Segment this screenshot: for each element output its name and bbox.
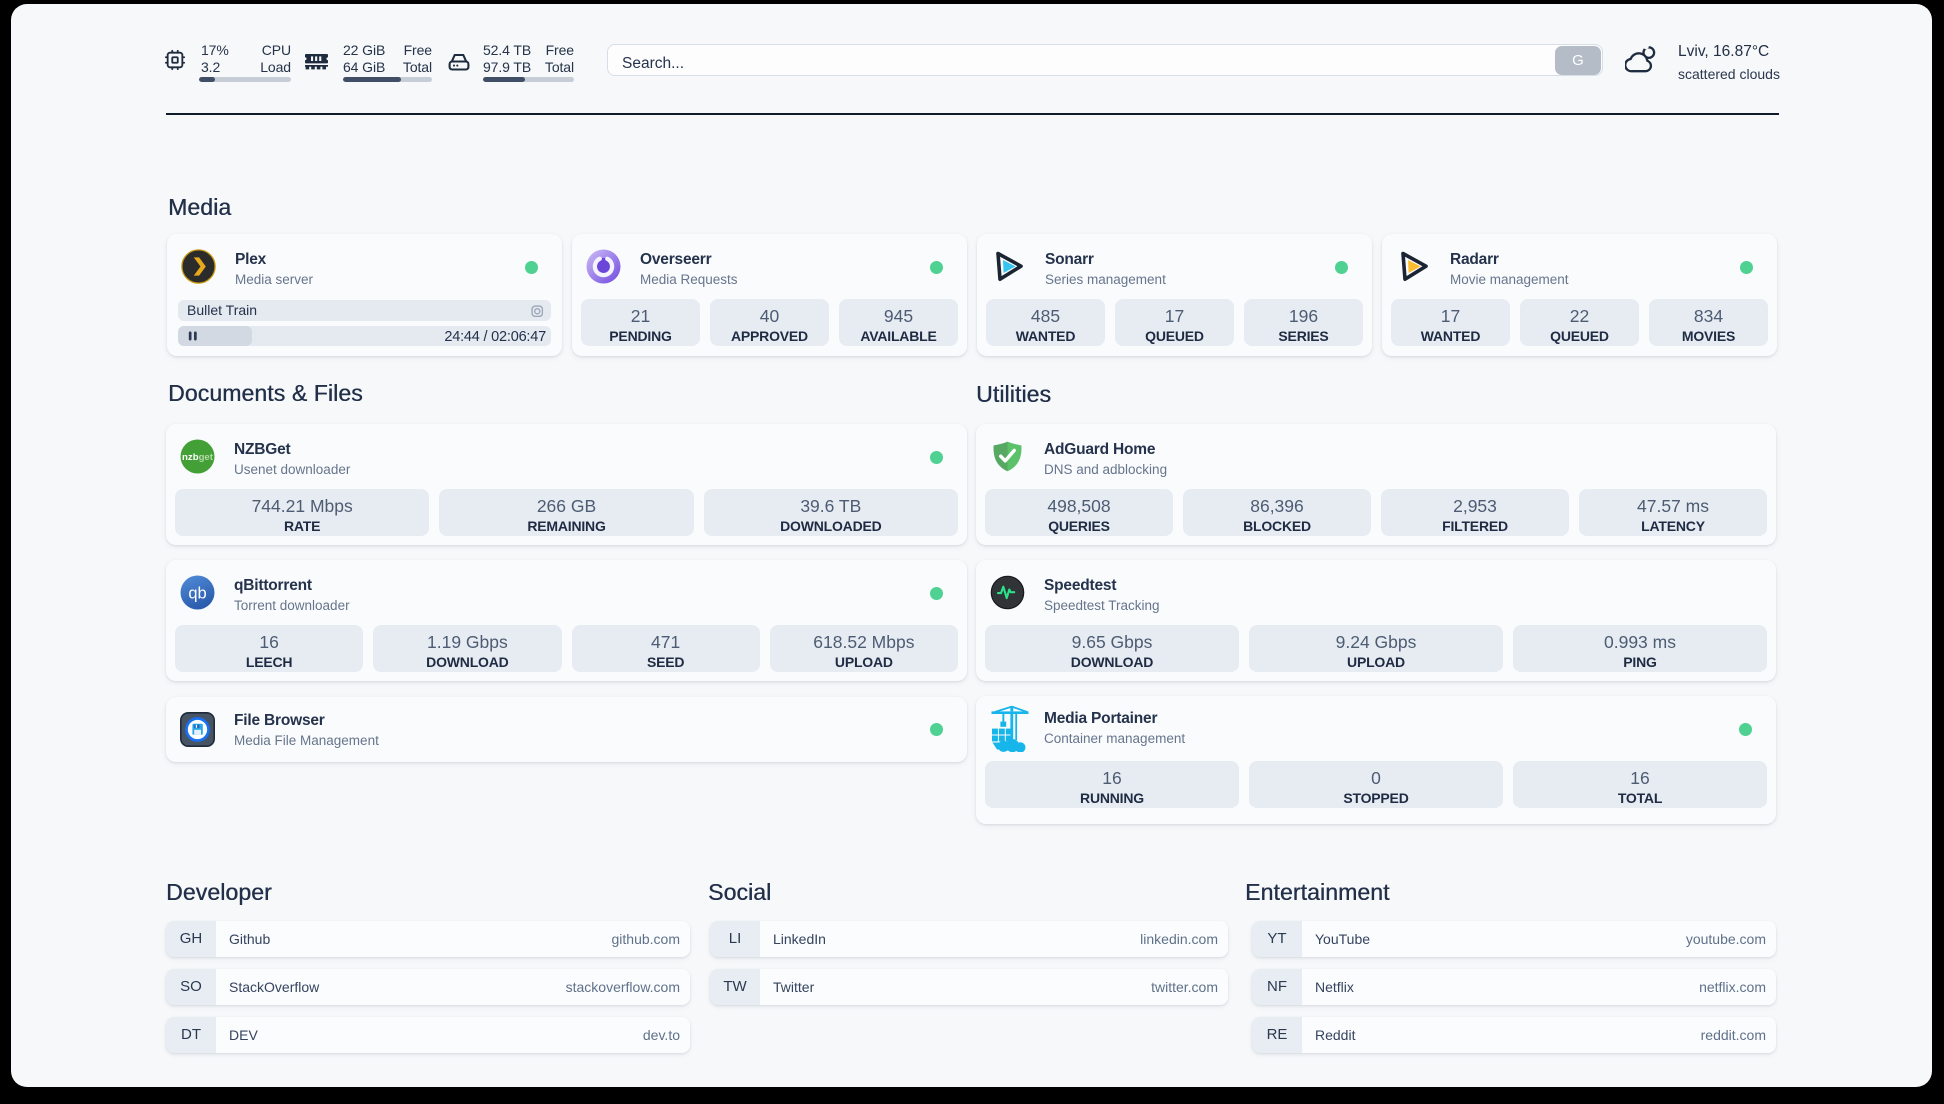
svg-text:nzbget: nzbget <box>182 452 214 463</box>
svg-text:qb: qb <box>188 585 206 603</box>
